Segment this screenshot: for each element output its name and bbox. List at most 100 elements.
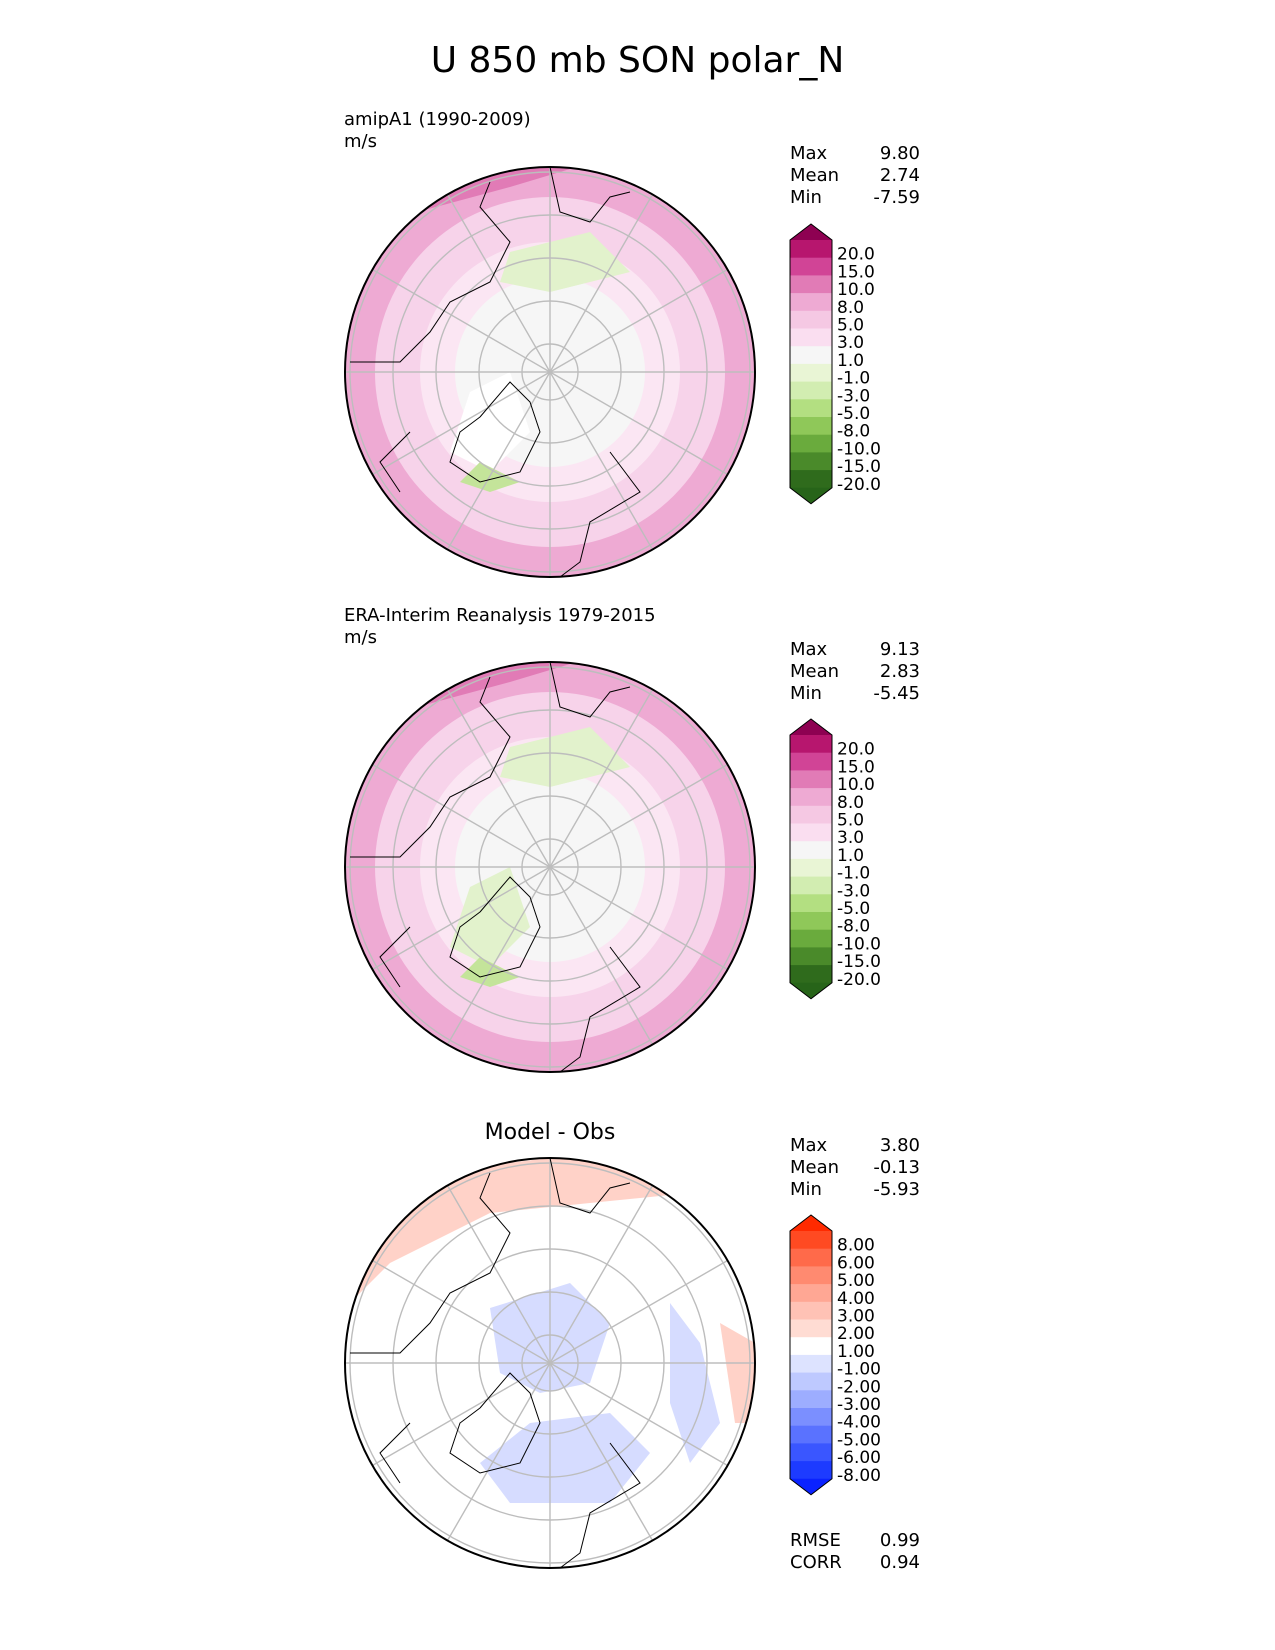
map-coastlines [350,166,641,578]
greenland-region [450,372,530,472]
coastline [379,431,411,493]
stat-value: 2.74 [879,165,920,186]
panel-obs-title-line1: ERA-Interim Reanalysis 1979-2015 [344,605,656,626]
stat-value: 9.80 [879,143,920,164]
stat-value: -5.93 [873,1179,920,1200]
colorbar-tick-label: 8.00 [837,1236,875,1256]
meridian-line [446,1362,551,1541]
stat-value: 3.80 [879,1135,920,1156]
colorbar-segment [790,275,832,294]
stat-value: -5.45 [873,683,920,704]
negative-anomaly-region [670,1303,720,1463]
colorbar-outline [789,223,833,505]
colorbar-tick-label: 10.0 [837,775,875,795]
polar-map-0 [344,166,756,578]
map-coastlines [350,661,641,1073]
easterly-region [500,727,630,787]
stat-label: Min [790,1179,822,1200]
coastline [559,451,641,578]
colorbar-extend-min [790,487,832,504]
stat-label: Mean [790,165,840,186]
meridian-line [549,1185,654,1364]
map-coastlines [350,1157,641,1569]
meridian-line [446,866,551,1045]
meridian-line [549,866,728,971]
colorbar-tick-label: -8.0 [837,422,870,442]
panel-model-units: m/s [344,131,377,152]
coastline [559,1442,641,1569]
colorbar-tick-label: 15.0 [837,757,875,777]
colorbar-tick-label: 5.00 [837,1271,875,1291]
colorbar-tick-label: 6.00 [837,1253,875,1273]
coastline [350,181,511,363]
colorbar-segment [790,328,832,347]
colorbar-segment [790,1354,832,1374]
meridian-line [549,371,654,550]
colorbar-segment [790,858,832,878]
colorbar-segment [790,399,832,418]
coastline [549,661,631,718]
colorbar-tick-label: -6.00 [837,1448,881,1468]
coastline [379,1422,411,1484]
colorbar-segment [790,770,832,789]
coastline [449,876,541,978]
stat-label: Min [790,187,822,208]
metric-value: 0.99 [879,1530,920,1551]
coastline [549,1157,631,1214]
meridian-line [446,1185,551,1364]
colorbar-extend-max [790,224,832,240]
colorbar-outline [789,718,833,1000]
meridian-line [372,1259,551,1364]
meridian-line [549,194,654,373]
colorbar-tick-label: -1.0 [837,864,870,884]
colorbar-segment [790,1461,832,1480]
colorbar-tick-label: -1.0 [837,369,870,389]
colorbar-tick-label: 15.0 [837,262,875,282]
colorbar-tick-label: -5.0 [837,899,870,919]
map-graticule [345,662,755,1072]
colorbar-tick-label: -5.00 [837,1430,881,1450]
colorbar-tick-label: -1.00 [837,1360,881,1380]
colorbar-segment [790,965,832,984]
colorbar-1: 20.015.010.08.05.03.01.0-1.0-3.0-5.0-8.0… [789,718,881,1000]
panel-model-title: amipA1 (1990-2009) m/s [344,109,531,153]
meridian-line [372,268,551,373]
coastline [379,926,411,988]
colorbar-segment [790,1443,832,1462]
colorbar-segment [790,805,832,824]
colorbar-tick-label: 3.00 [837,1307,875,1327]
colorbar-tick-label: -5.0 [837,404,870,424]
colorbar-tick-label: -10.0 [837,934,881,954]
colorbar-extend-min [790,982,832,999]
colorbar-tick-label: 4.00 [837,1289,875,1309]
colorbar-segment [790,876,832,895]
colorbar-tick-label: 20.0 [837,245,875,265]
colorbar-segment [790,1337,832,1356]
stat-label: Mean [790,661,840,682]
colorbar-tick-label: 8.0 [837,298,864,318]
colorbar-segment [790,1266,832,1285]
colorbar-segment [790,470,832,489]
colorbar-segment [790,929,832,948]
colorbar-tick-label: -3.0 [837,386,870,406]
colorbar-segment [790,841,832,860]
meridian-line [446,194,551,373]
colorbar-segment [790,1408,832,1427]
colorbar-tick-label: 3.0 [837,333,864,353]
colorbar-2: 8.006.005.004.003.002.001.00-1.00-2.00-3… [789,1214,881,1496]
colorbar-segment [790,293,832,312]
colorbar-0: 20.015.010.08.05.03.01.0-1.0-3.0-5.0-8.0… [789,223,881,505]
meridian-line [549,1362,728,1467]
negative-anomaly-region [480,1413,650,1503]
greenland-region [450,867,530,967]
colorbar-tick-label: 5.0 [837,316,864,336]
meridian-line [372,763,551,868]
colorbar-tick-label: -10.0 [837,439,881,459]
map-border [344,166,756,578]
colorbar-tick-label: -8.00 [837,1466,881,1486]
meridian-line [549,371,728,476]
colorbar-extend-max [790,719,832,735]
colorbar-segment [790,1425,832,1444]
colorbar-tick-label: -20.0 [837,475,881,495]
colorbar-segment [790,381,832,400]
